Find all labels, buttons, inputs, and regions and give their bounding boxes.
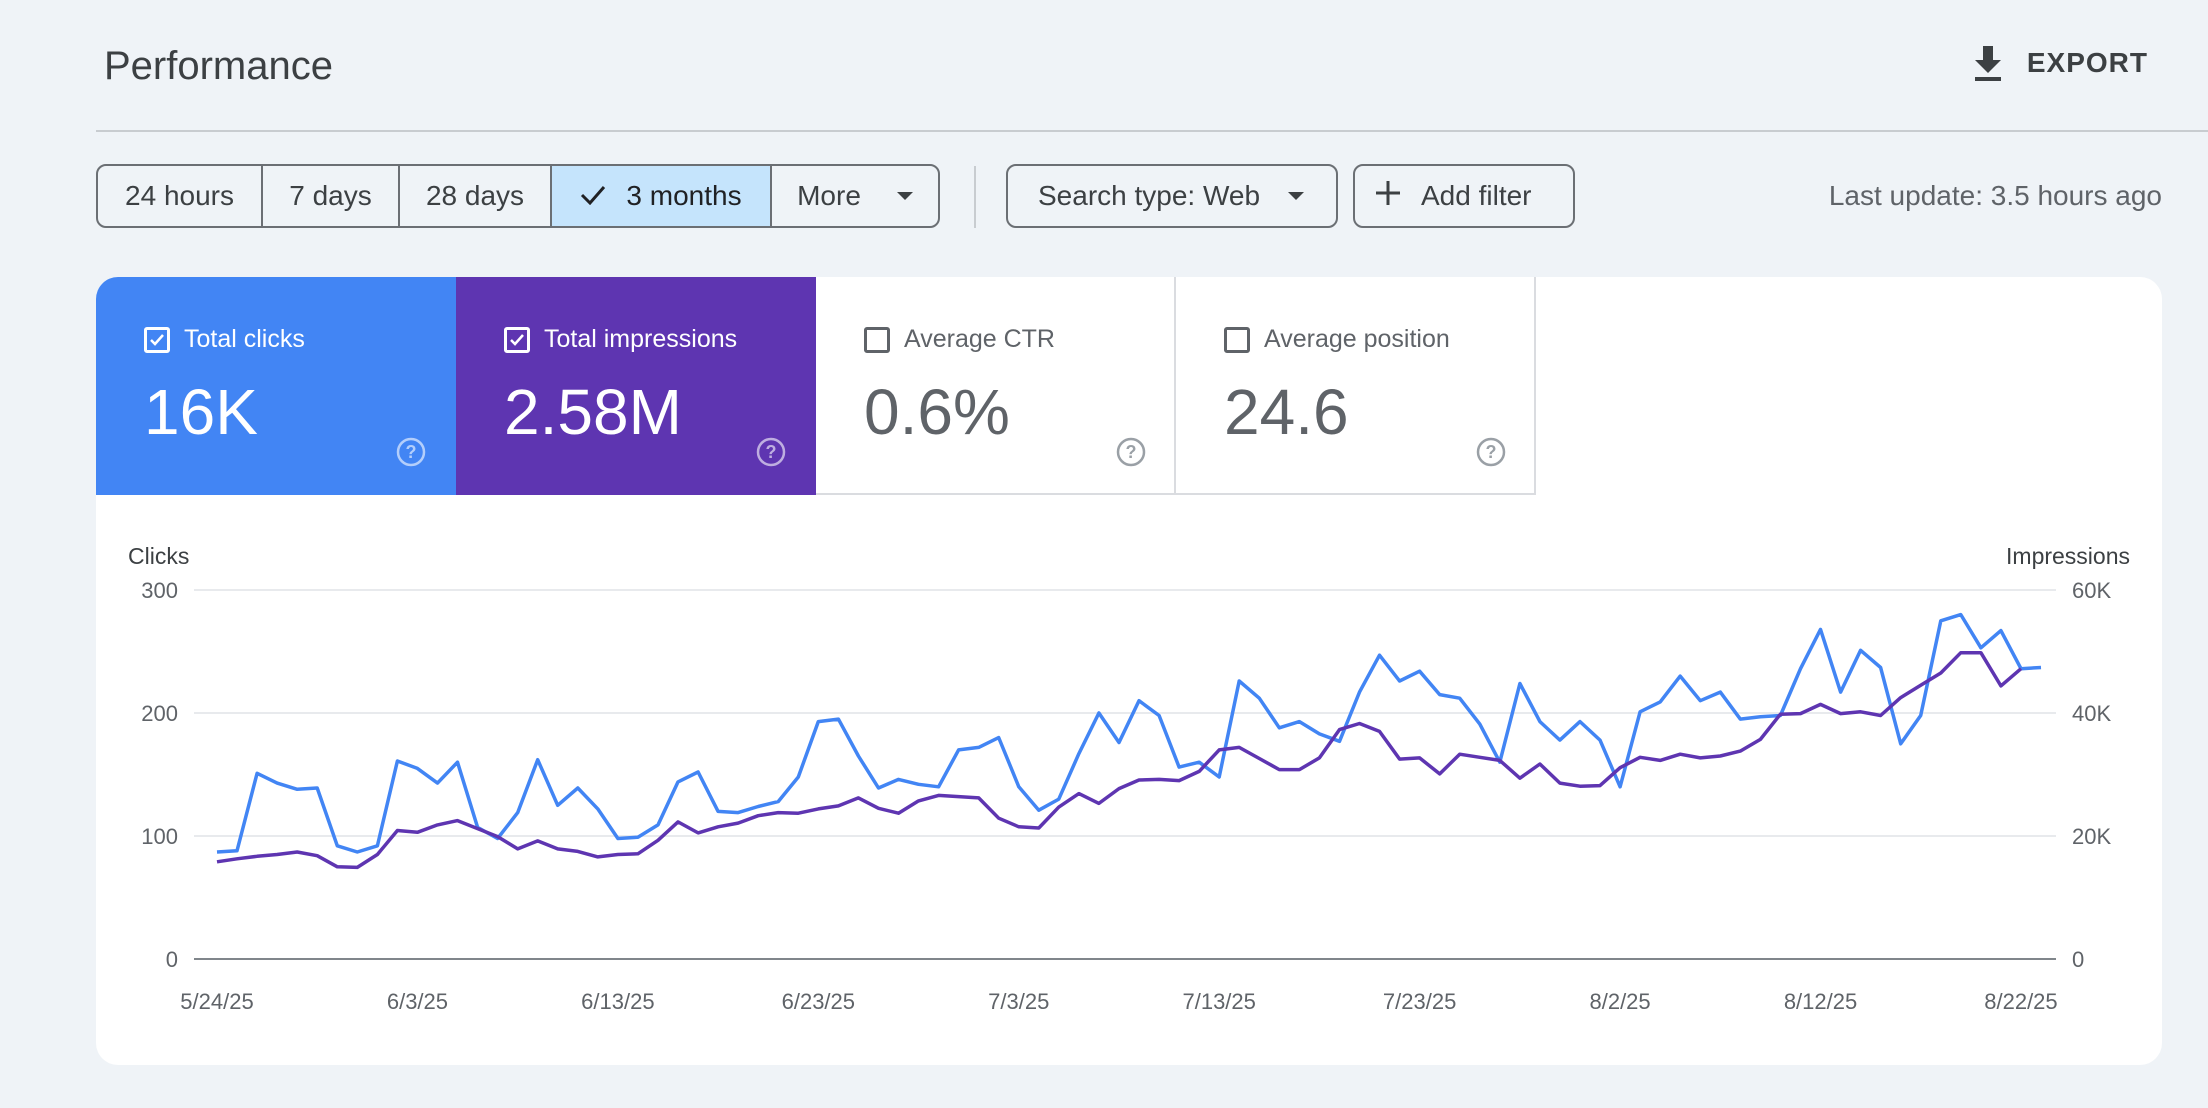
svg-text:?: ? xyxy=(1126,442,1137,462)
page-title: Performance xyxy=(104,44,333,88)
add-filter-button[interactable]: Add filter xyxy=(1353,164,1575,228)
left-tick-label: 300 xyxy=(141,578,178,603)
metric-total-impressions[interactable]: Total impressions 2.58M ? xyxy=(456,277,816,495)
left-tick-label: 0 xyxy=(166,947,178,972)
range-3-months[interactable]: 3 months xyxy=(552,166,772,226)
last-update-text: Last update: 3.5 hours ago xyxy=(1828,180,2162,211)
help-icon[interactable]: ? xyxy=(396,437,426,467)
range-label: 24 hours xyxy=(125,180,234,211)
series-line-clicks xyxy=(216,612,2042,854)
x-tick-label: 7/13/25 xyxy=(1182,989,1255,1014)
metric-average-ctr[interactable]: Average CTR 0.6% ? xyxy=(816,277,1176,495)
svg-text:?: ? xyxy=(766,442,777,462)
x-tick-label: 7/3/25 xyxy=(988,989,1049,1014)
right-tick-label: 20K xyxy=(2072,824,2111,849)
date-range-selector: 24 hours 7 days 28 days 3 months More xyxy=(96,164,940,228)
export-button[interactable]: EXPORT xyxy=(1971,44,2148,82)
svg-text:?: ? xyxy=(406,442,417,462)
range-label: More xyxy=(797,180,861,211)
download-icon xyxy=(1971,44,2005,82)
x-tick-label: 7/23/25 xyxy=(1383,989,1456,1014)
divider xyxy=(974,166,976,228)
left-tick-label: 200 xyxy=(141,701,178,726)
metric-total-clicks[interactable]: Total clicks 16K ? xyxy=(96,277,456,495)
range-24-hours[interactable]: 24 hours xyxy=(98,166,263,226)
help-icon[interactable]: ? xyxy=(1116,437,1146,467)
metric-value: 24.6 xyxy=(1224,376,1349,448)
checkbox-unchecked-icon xyxy=(1224,327,1250,353)
chevron-down-icon xyxy=(896,192,913,200)
search-type-dropdown[interactable]: Search type: Web xyxy=(1006,164,1338,228)
metric-label: Average CTR xyxy=(904,325,1055,353)
checkbox-checked-icon xyxy=(144,327,170,353)
metric-label: Total clicks xyxy=(184,325,305,353)
right-axis-title: Impressions xyxy=(2006,543,2130,569)
left-axis-title: Clicks xyxy=(128,543,189,569)
help-icon[interactable]: ? xyxy=(1476,437,1506,467)
x-tick-label: 8/12/25 xyxy=(1784,989,1857,1014)
series-line-impressions xyxy=(216,650,2023,870)
performance-chart: Clicks Impressions 0100200300020K40K60K … xyxy=(128,543,2130,1014)
left-tick-label: 100 xyxy=(141,824,178,849)
range-label: 28 days xyxy=(425,180,525,211)
add-filter-label: Add filter xyxy=(1421,180,1532,211)
page-header: Performance EXPORT xyxy=(96,0,2208,132)
performance-card: Total clicks 16K ? Total impressions 2.5… xyxy=(96,277,2162,1065)
range-7-days[interactable]: 7 days xyxy=(263,166,400,226)
metric-value: 16K xyxy=(144,376,258,448)
checkbox-unchecked-icon xyxy=(864,327,890,353)
right-tick-label: 40K xyxy=(2072,701,2111,726)
right-tick-label: 60K xyxy=(2072,578,2111,603)
export-label: EXPORT xyxy=(2026,47,2148,78)
chevron-down-icon xyxy=(1288,192,1305,200)
metric-label: Total impressions xyxy=(544,325,738,353)
x-tick-label: 5/24/25 xyxy=(180,989,253,1014)
range-label: 3 months xyxy=(626,180,742,211)
plus-icon xyxy=(1375,180,1401,213)
metric-average-position[interactable]: Average position 24.6 ? xyxy=(1176,277,1536,495)
check-icon xyxy=(580,180,606,212)
search-type-label: Search type: Web xyxy=(1038,180,1261,211)
x-tick-label: 6/13/25 xyxy=(581,989,654,1014)
x-tick-label: 6/3/25 xyxy=(387,989,448,1014)
range-label: 7 days xyxy=(289,180,372,211)
checkbox-checked-icon xyxy=(504,327,530,353)
help-icon[interactable]: ? xyxy=(756,437,786,467)
x-tick-label: 8/22/25 xyxy=(1984,989,2057,1014)
metric-label: Average position xyxy=(1264,325,1450,353)
x-tick-label: 8/2/25 xyxy=(1589,989,1650,1014)
range-28-days[interactable]: 28 days xyxy=(400,166,552,226)
svg-text:?: ? xyxy=(1486,442,1497,462)
right-tick-label: 0 xyxy=(2072,947,2084,972)
metric-value: 2.58M xyxy=(504,376,682,448)
range-more-dropdown[interactable]: More xyxy=(772,166,938,226)
metric-value: 0.6% xyxy=(864,376,1010,448)
x-tick-label: 6/23/25 xyxy=(782,989,855,1014)
